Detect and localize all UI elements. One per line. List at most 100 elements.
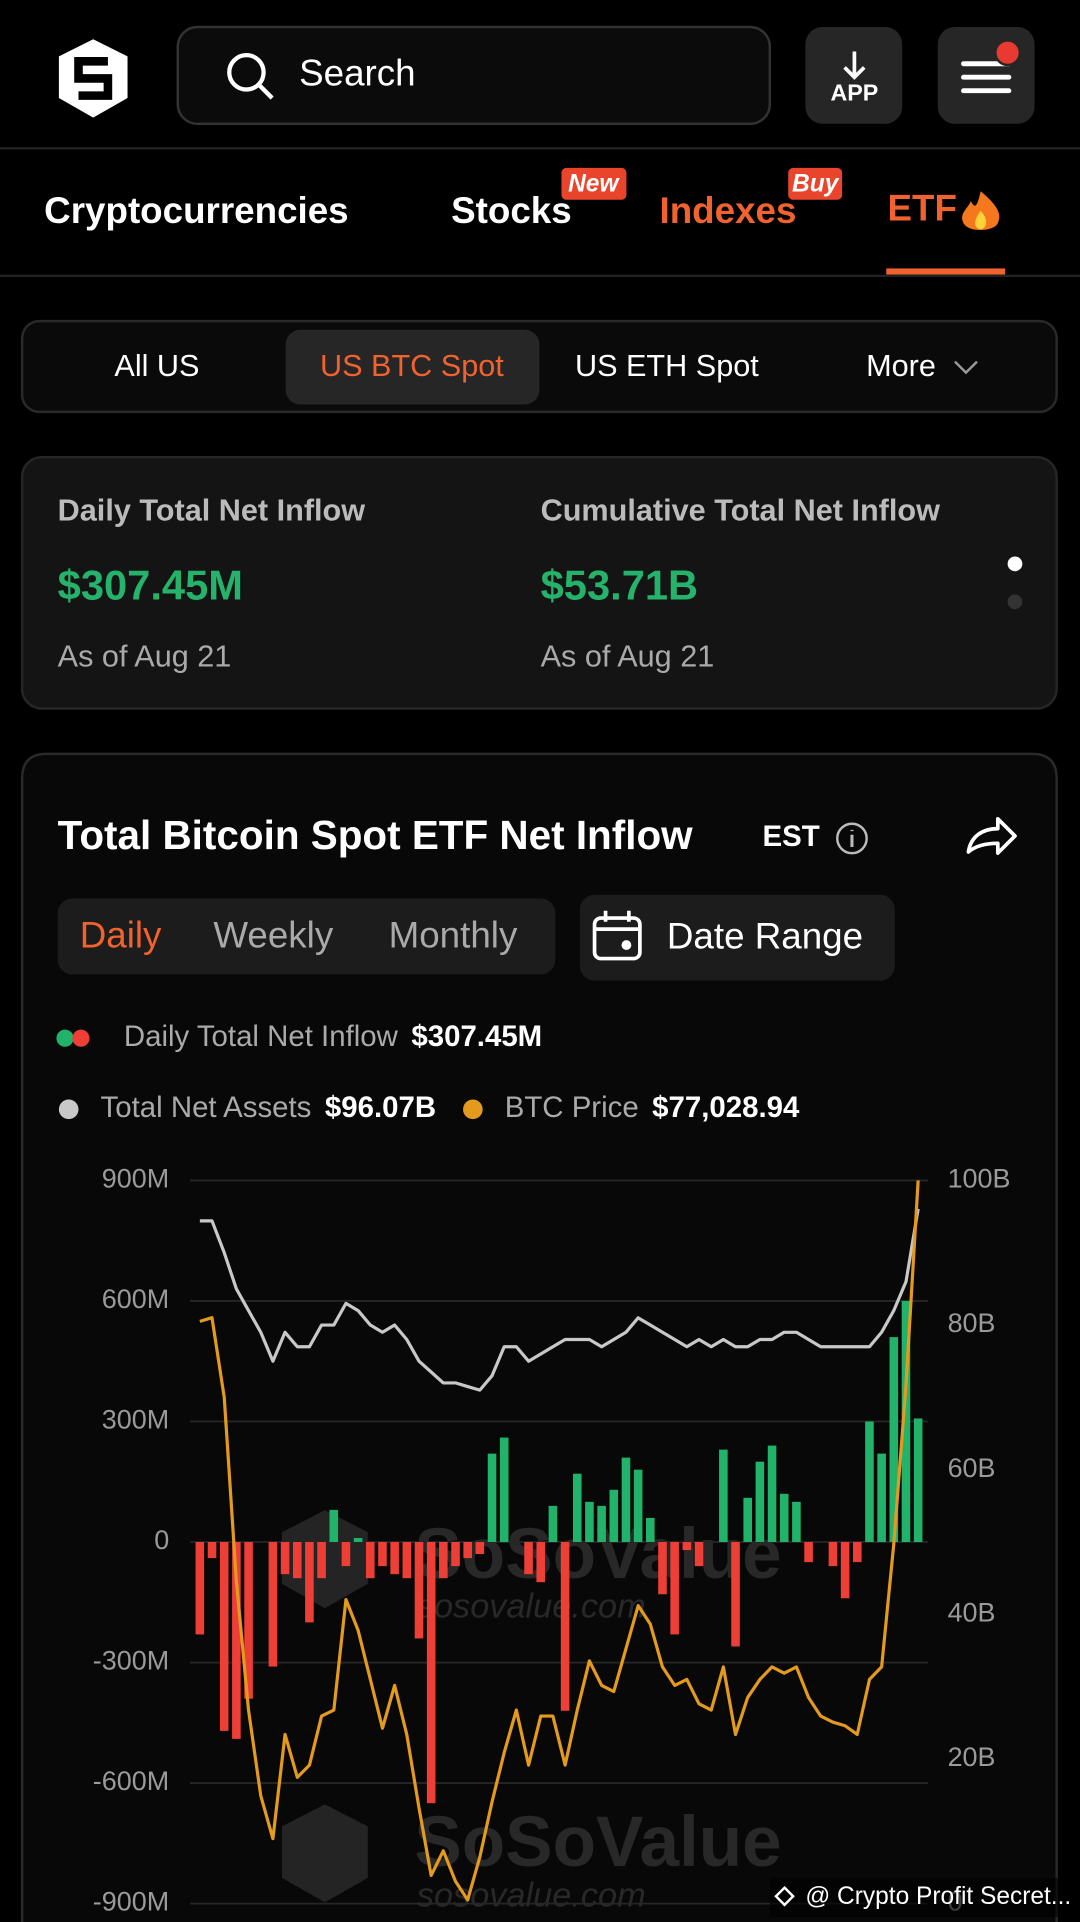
etf-tabs [20, 319, 1058, 414]
page-dot[interactable] [1007, 594, 1023, 610]
period-tab-active[interactable]: Daily [80, 914, 162, 955]
bar [694, 1542, 704, 1567]
line [199, 1208, 920, 1392]
search-icon [227, 53, 266, 92]
date-range-button[interactable] [579, 894, 895, 981]
nav-underline [886, 268, 1006, 275]
bar [597, 1505, 606, 1543]
nav-tab[interactable]: Indexes [660, 190, 797, 231]
bar [268, 1542, 278, 1667]
bar [317, 1542, 326, 1579]
legend-value: $77,028.94 [652, 1091, 800, 1124]
line [199, 1180, 920, 1902]
legend-value: $307.45M [411, 1020, 542, 1053]
nav-tab-active[interactable]: ETF [888, 188, 957, 229]
logo[interactable] [58, 39, 128, 118]
bar [244, 1542, 253, 1699]
summary-label: Daily Total Net Inflow [58, 493, 366, 527]
y-tick-label: 600M [102, 1284, 169, 1314]
badge [561, 167, 627, 200]
bar [366, 1542, 375, 1579]
period-tabs [57, 898, 556, 975]
bar [670, 1542, 679, 1635]
bar [195, 1542, 205, 1635]
bar [572, 1473, 582, 1543]
bar [731, 1542, 740, 1647]
timezone: EST [762, 820, 819, 853]
y2-tick-label: 40B [948, 1597, 996, 1627]
summary-value: $53.71B [541, 561, 698, 608]
bar [548, 1505, 558, 1543]
summary-value: $307.45M [58, 561, 243, 608]
bar [451, 1542, 460, 1567]
legend-label: Daily Total Net Inflow [124, 1020, 399, 1053]
bar [621, 1457, 631, 1543]
y-tick-label: -900M [93, 1887, 169, 1917]
search-icon-handle [257, 83, 274, 100]
bar [585, 1501, 594, 1543]
bar [877, 1453, 886, 1543]
bar [439, 1542, 448, 1579]
legend-swatch [56, 1029, 74, 1047]
bar [463, 1542, 472, 1559]
watermark-logo [281, 1804, 368, 1903]
etf-tab[interactable]: More [866, 349, 936, 383]
fire-icon-core [975, 210, 987, 230]
date-range-label: Date Range [667, 916, 863, 957]
download-icon [843, 51, 866, 80]
y-tick-label: 300M [102, 1405, 169, 1435]
bar [658, 1542, 667, 1595]
bar [499, 1437, 509, 1543]
bar [341, 1542, 351, 1567]
bar [426, 1542, 436, 1804]
bar [560, 1542, 570, 1711]
bar [913, 1418, 923, 1543]
etf-tab[interactable]: All US [114, 349, 199, 383]
credit-icon [774, 1885, 795, 1907]
bar [390, 1542, 399, 1575]
etf-tab[interactable]: US ETH Spot [575, 349, 759, 383]
y2-tick-label: 100B [948, 1164, 1011, 1194]
bar [719, 1449, 728, 1543]
badge-text: Buy [792, 171, 840, 198]
nav-tab[interactable]: Cryptocurrencies [44, 190, 348, 231]
bar [792, 1501, 801, 1543]
bar [852, 1542, 862, 1563]
summary-label: Cumulative Total Net Inflow [541, 493, 940, 527]
bar [219, 1542, 229, 1731]
bar [524, 1542, 533, 1575]
nav-tab[interactable]: Stocks [451, 190, 572, 231]
share-icon[interactable] [966, 816, 1017, 855]
info-icon[interactable] [836, 822, 868, 855]
legend-label: Total Net Assets [101, 1091, 312, 1124]
page-dot[interactable] [1007, 556, 1023, 572]
credit: @ Crypto Profit Secret... [805, 1883, 1071, 1910]
logo-mark [74, 56, 113, 100]
badge [788, 167, 843, 200]
bar [414, 1542, 424, 1639]
y-tick-label: 0 [154, 1525, 169, 1555]
chevron [954, 360, 978, 375]
bar [755, 1461, 765, 1543]
bar [682, 1542, 692, 1551]
period-tab[interactable]: Monthly [389, 914, 518, 955]
bar [901, 1300, 911, 1543]
bar [353, 1537, 363, 1543]
y2-tick-label: 80B [948, 1308, 996, 1338]
bar [767, 1445, 777, 1543]
bar [865, 1421, 874, 1543]
chart: 900M 600M 300M 0 -300M -600M -900M 100B 80B 60B 40… [56, 1020, 1011, 1917]
bar [743, 1497, 752, 1543]
period-tab[interactable]: Weekly [213, 914, 333, 955]
search-box[interactable] [176, 25, 772, 126]
badge-text: New [568, 171, 620, 198]
bar [779, 1493, 789, 1543]
bar [378, 1542, 387, 1567]
etf-tab-active[interactable]: US BTC Spot [320, 349, 504, 383]
bar [840, 1542, 850, 1599]
y-tick-label: 900M [102, 1164, 169, 1194]
calendar-icon-dot [621, 940, 632, 950]
watermark-brand: SoSoValue [414, 1803, 781, 1882]
legend-swatch [463, 1099, 483, 1120]
